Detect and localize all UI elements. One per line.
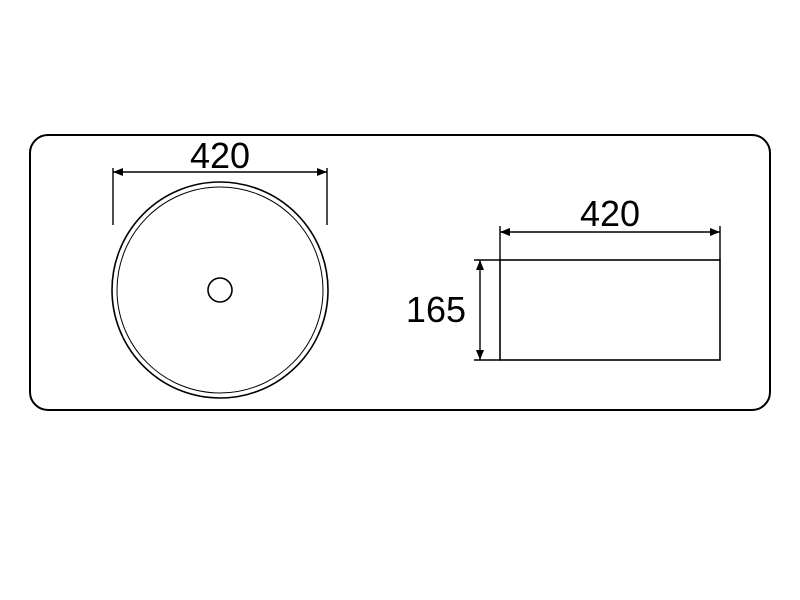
drawing-frame	[30, 135, 770, 410]
side-height-label: 165	[406, 289, 466, 330]
drawing-svg: 420 420 165	[0, 0, 800, 600]
side-width-label: 420	[580, 193, 640, 234]
plan-diameter-label: 420	[190, 135, 250, 176]
technical-drawing: 420 420 165	[0, 0, 800, 600]
